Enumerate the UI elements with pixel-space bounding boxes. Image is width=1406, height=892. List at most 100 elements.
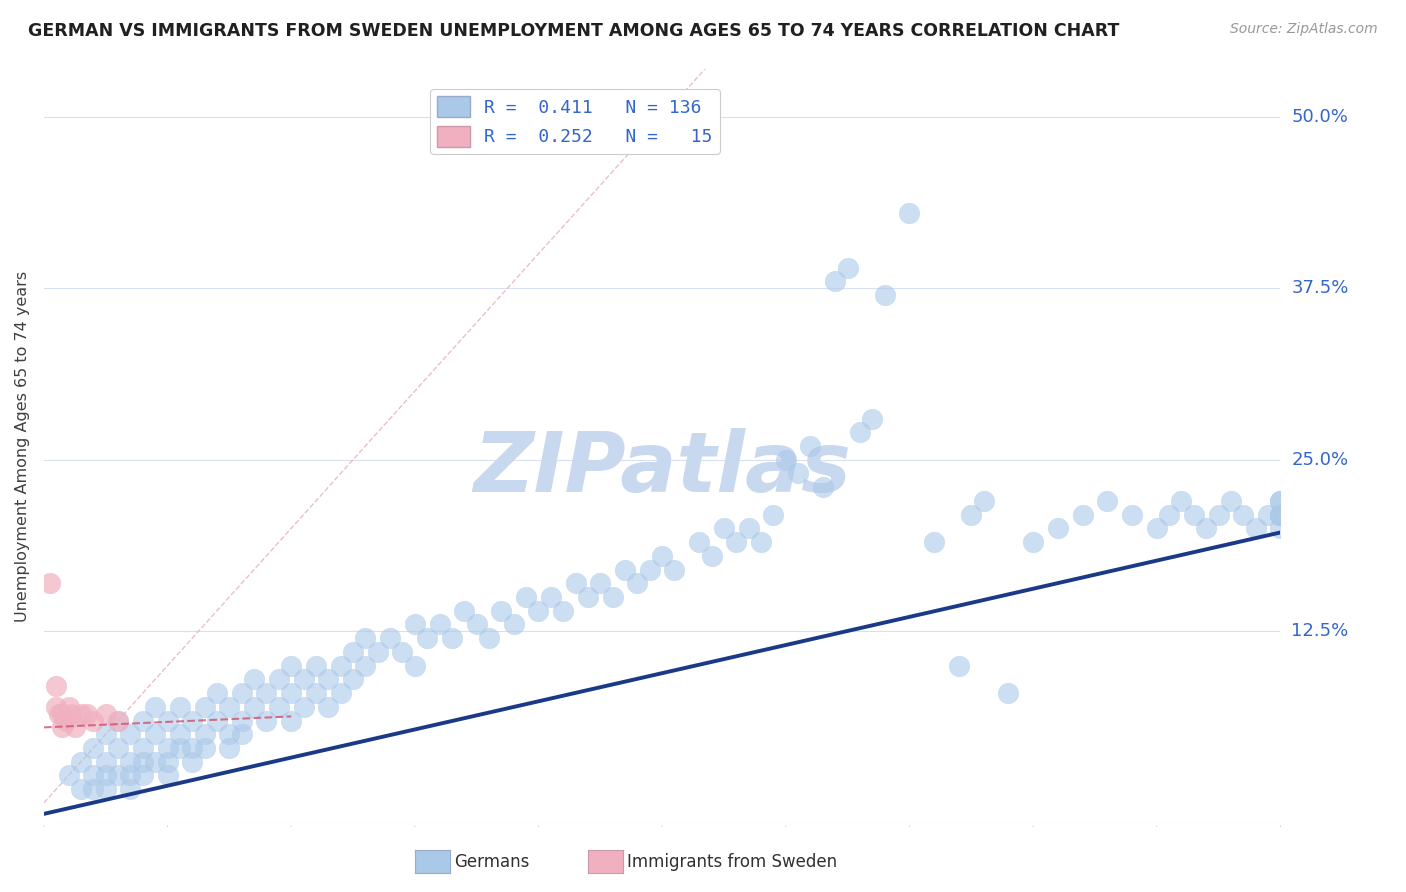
Point <box>638 562 661 576</box>
Point <box>218 741 240 756</box>
Point <box>316 699 339 714</box>
Point <box>39 576 62 591</box>
Point <box>280 714 302 728</box>
Point <box>713 521 735 535</box>
Point <box>181 755 204 769</box>
Point <box>194 741 217 756</box>
Point <box>329 658 352 673</box>
Point <box>762 508 785 522</box>
Point <box>1270 521 1292 535</box>
Point <box>292 673 315 687</box>
Point <box>205 714 228 728</box>
Point <box>416 631 439 645</box>
Text: GERMAN VS IMMIGRANTS FROM SWEDEN UNEMPLOYMENT AMONG AGES 65 TO 74 YEARS CORRELAT: GERMAN VS IMMIGRANTS FROM SWEDEN UNEMPLO… <box>28 22 1119 40</box>
Point <box>107 714 129 728</box>
Point <box>94 727 117 741</box>
Point <box>48 706 70 721</box>
Point <box>1257 508 1279 522</box>
Point <box>997 686 1019 700</box>
Point <box>181 714 204 728</box>
Point <box>1071 508 1094 522</box>
Point <box>132 755 155 769</box>
Point <box>391 645 413 659</box>
Point <box>243 699 266 714</box>
Point <box>664 562 686 576</box>
Text: Germans: Germans <box>454 853 530 871</box>
Point <box>1219 494 1241 508</box>
Point <box>737 521 759 535</box>
Text: Immigrants from Sweden: Immigrants from Sweden <box>627 853 838 871</box>
Point <box>194 727 217 741</box>
Point <box>231 727 253 741</box>
Point <box>787 467 810 481</box>
Point <box>82 768 104 782</box>
Point <box>60 706 83 721</box>
Point <box>267 699 290 714</box>
Point <box>156 755 179 769</box>
Point <box>1270 494 1292 508</box>
Point <box>404 617 426 632</box>
Point <box>354 658 377 673</box>
Point <box>725 535 748 549</box>
Point <box>143 699 166 714</box>
Point <box>576 590 599 604</box>
Point <box>440 631 463 645</box>
Point <box>231 686 253 700</box>
Point <box>564 576 586 591</box>
Point <box>1022 535 1045 549</box>
Point <box>948 658 970 673</box>
Point <box>502 617 524 632</box>
Point <box>45 679 67 693</box>
Point <box>292 699 315 714</box>
Point <box>218 699 240 714</box>
Point <box>837 260 859 275</box>
Point <box>132 714 155 728</box>
Point <box>811 480 834 494</box>
Text: 25.0%: 25.0% <box>1292 450 1348 468</box>
Point <box>120 727 142 741</box>
Text: Source: ZipAtlas.com: Source: ZipAtlas.com <box>1230 22 1378 37</box>
Point <box>342 673 364 687</box>
Point <box>589 576 612 591</box>
Point <box>267 673 290 687</box>
Text: 50.0%: 50.0% <box>1292 108 1348 126</box>
Point <box>1121 508 1143 522</box>
Point <box>94 782 117 797</box>
Point <box>367 645 389 659</box>
Point <box>132 768 155 782</box>
Point <box>120 755 142 769</box>
Point <box>404 658 426 673</box>
Point <box>1146 521 1168 535</box>
Point <box>614 562 637 576</box>
Point <box>169 741 191 756</box>
Point <box>688 535 710 549</box>
Point <box>1232 508 1254 522</box>
Point <box>243 673 266 687</box>
Point <box>156 714 179 728</box>
Point <box>280 658 302 673</box>
Point <box>45 699 67 714</box>
Point <box>1270 508 1292 522</box>
Point <box>70 755 93 769</box>
Point <box>1244 521 1267 535</box>
Point <box>143 755 166 769</box>
Point <box>429 617 451 632</box>
Point <box>354 631 377 645</box>
Point <box>1270 494 1292 508</box>
Point <box>1195 521 1218 535</box>
Point <box>205 686 228 700</box>
Point <box>82 714 104 728</box>
Point <box>651 549 673 563</box>
Point <box>1270 508 1292 522</box>
Point <box>922 535 945 549</box>
Text: 37.5%: 37.5% <box>1292 279 1348 297</box>
Point <box>280 686 302 700</box>
Point <box>700 549 723 563</box>
Point <box>82 741 104 756</box>
Point <box>749 535 772 549</box>
Point <box>231 714 253 728</box>
Point <box>342 645 364 659</box>
Point <box>58 699 80 714</box>
Point <box>143 727 166 741</box>
Point <box>107 741 129 756</box>
